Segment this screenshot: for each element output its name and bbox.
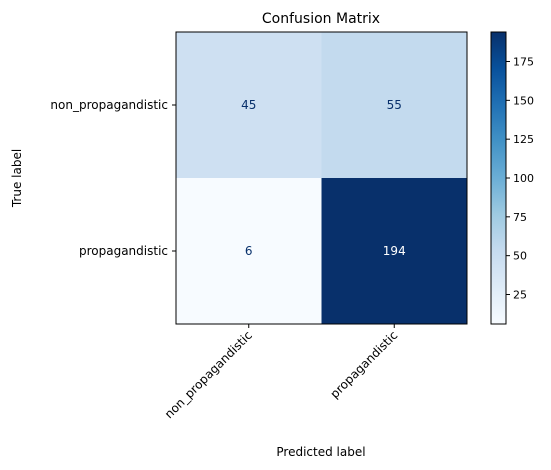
y-tick-label: non_propagandistic [50, 98, 168, 112]
colorbar [491, 32, 506, 324]
colorbar-tick-label: 75 [513, 211, 527, 224]
colorbar-tick-label: 25 [513, 288, 527, 301]
colorbar-tick-label: 50 [513, 250, 527, 263]
y-axis-label: True label [10, 149, 24, 208]
cell-value-label: 194 [383, 244, 406, 258]
x-axis-label: Predicted label [276, 445, 365, 459]
colorbar-tick-label: 175 [513, 56, 534, 69]
colorbar-tick-label: 100 [513, 172, 534, 185]
chart-title: Confusion Matrix [262, 11, 380, 27]
cell-value-label: 45 [241, 98, 256, 112]
x-tick-label: non_propagandistic [162, 328, 255, 421]
matrix-cells: 45 55 6 194 [176, 32, 467, 324]
y-tick-label: propagandistic [79, 244, 168, 258]
cell-value-label: 55 [387, 98, 402, 112]
colorbar-tick-label: 150 [513, 94, 534, 107]
colorbar-ticks: 25 50 75 100 125 150 175 [506, 56, 534, 302]
colorbar-tick-label: 125 [513, 133, 534, 146]
x-tick-label: propagandistic [328, 328, 401, 401]
cell-value-label: 6 [245, 244, 253, 258]
